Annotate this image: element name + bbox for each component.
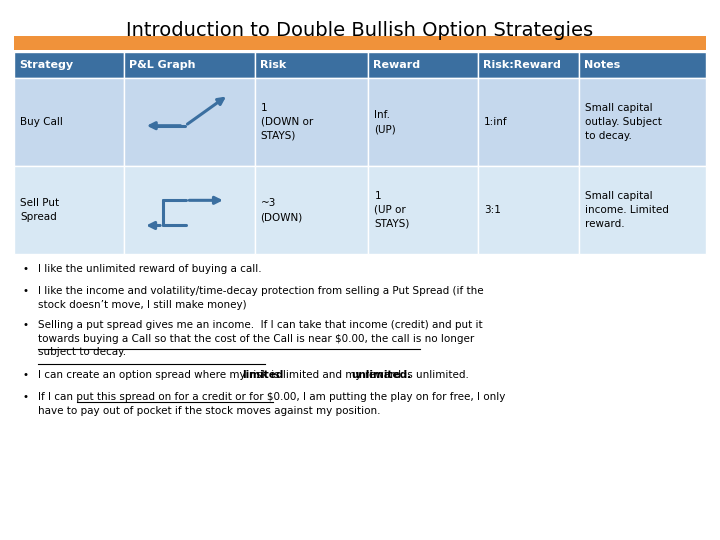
Text: 1
(UP or
STAYS): 1 (UP or STAYS) [374,191,410,229]
Text: Buy Call: Buy Call [20,117,63,127]
Bar [478,166,580,254]
Bar [369,52,478,78]
Text: Risk: Risk [259,60,286,70]
Text: P&L Graph: P&L Graph [129,60,195,70]
Bar [14,52,124,78]
Text: 1:inf: 1:inf [484,117,508,127]
Bar [14,36,706,50]
Text: unlimited.: unlimited. [351,370,411,380]
Bar [369,166,478,254]
Bar [369,78,478,166]
Text: Sell Put
Spread: Sell Put Spread [20,198,59,222]
Text: I like the unlimited reward of buying a call.: I like the unlimited reward of buying a … [38,264,261,274]
Bar [580,166,706,254]
Bar [254,166,369,254]
Text: Introduction to Double Bullish Option Strategies: Introduction to Double Bullish Option St… [127,21,593,39]
Text: Selling a put spread gives me an income.  If I can take that income (credit) and: Selling a put spread gives me an income.… [38,320,482,357]
Text: limited: limited [243,370,284,380]
Text: •: • [22,320,28,330]
Text: ~3
(DOWN): ~3 (DOWN) [261,198,303,222]
Bar [478,78,580,166]
Text: •: • [22,370,28,380]
Text: Notes: Notes [585,60,621,70]
Bar [124,52,254,78]
Bar [124,78,254,166]
Bar [580,52,706,78]
Text: Small capital
income. Limited
reward.: Small capital income. Limited reward. [585,191,670,229]
Text: I like the income and volatility/time-decay protection from selling a Put Spread: I like the income and volatility/time-de… [38,286,484,309]
Text: Inf.
(UP): Inf. (UP) [374,110,396,134]
Text: Reward: Reward [374,60,420,70]
Bar [14,166,124,254]
Bar [254,78,369,166]
Text: •: • [22,392,28,402]
Bar [14,78,124,166]
Bar [124,166,254,254]
Text: I can create an option spread where my risk is limited and my reward is unlimite: I can create an option spread where my r… [38,370,469,380]
Text: Small capital
outlay. Subject
to decay.: Small capital outlay. Subject to decay. [585,103,662,141]
Text: Strategy: Strategy [19,60,73,70]
Bar [580,78,706,166]
Text: 1
(DOWN or
STAYS): 1 (DOWN or STAYS) [261,103,312,141]
Bar [478,52,580,78]
Text: 3:1: 3:1 [484,205,501,215]
Text: Risk:Reward: Risk:Reward [483,60,561,70]
Text: If I can put this spread on for a credit or for $0.00, I am putting the play on : If I can put this spread on for a credit… [38,392,505,416]
Bar [254,52,369,78]
Text: •: • [22,264,28,274]
Text: •: • [22,286,28,296]
